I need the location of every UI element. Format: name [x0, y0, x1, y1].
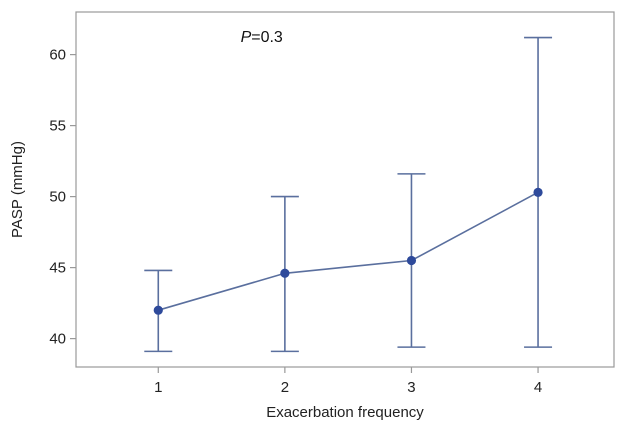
x-tick-label: 4 [534, 379, 542, 396]
data-point [153, 305, 163, 315]
data-point [280, 268, 290, 278]
y-tick-label: 45 [49, 260, 66, 277]
p-value-annotation: P=0.3 [241, 29, 283, 46]
data-points [153, 187, 543, 315]
series-line [158, 191, 539, 311]
x-tick-label: 3 [407, 379, 415, 396]
y-axis-title: PASP (mmHg) [9, 141, 26, 238]
y-axis: 40 45 50 55 60 [49, 47, 76, 348]
x-axis: 1 2 3 4 [154, 367, 542, 396]
data-point [533, 187, 543, 197]
error-bars [144, 36, 553, 353]
p-value: =0.3 [251, 29, 283, 46]
data-point [406, 255, 417, 266]
y-tick-label: 60 [49, 47, 66, 64]
p-label: P [241, 29, 252, 46]
y-tick-label: 55 [49, 118, 66, 135]
x-axis-title: Exacerbation frequency [266, 404, 424, 421]
y-tick-label: 50 [49, 189, 66, 206]
x-tick-label: 2 [281, 379, 289, 396]
y-tick-label: 40 [49, 331, 66, 348]
x-tick-label: 1 [154, 379, 162, 396]
plot-frame [75, 11, 615, 368]
